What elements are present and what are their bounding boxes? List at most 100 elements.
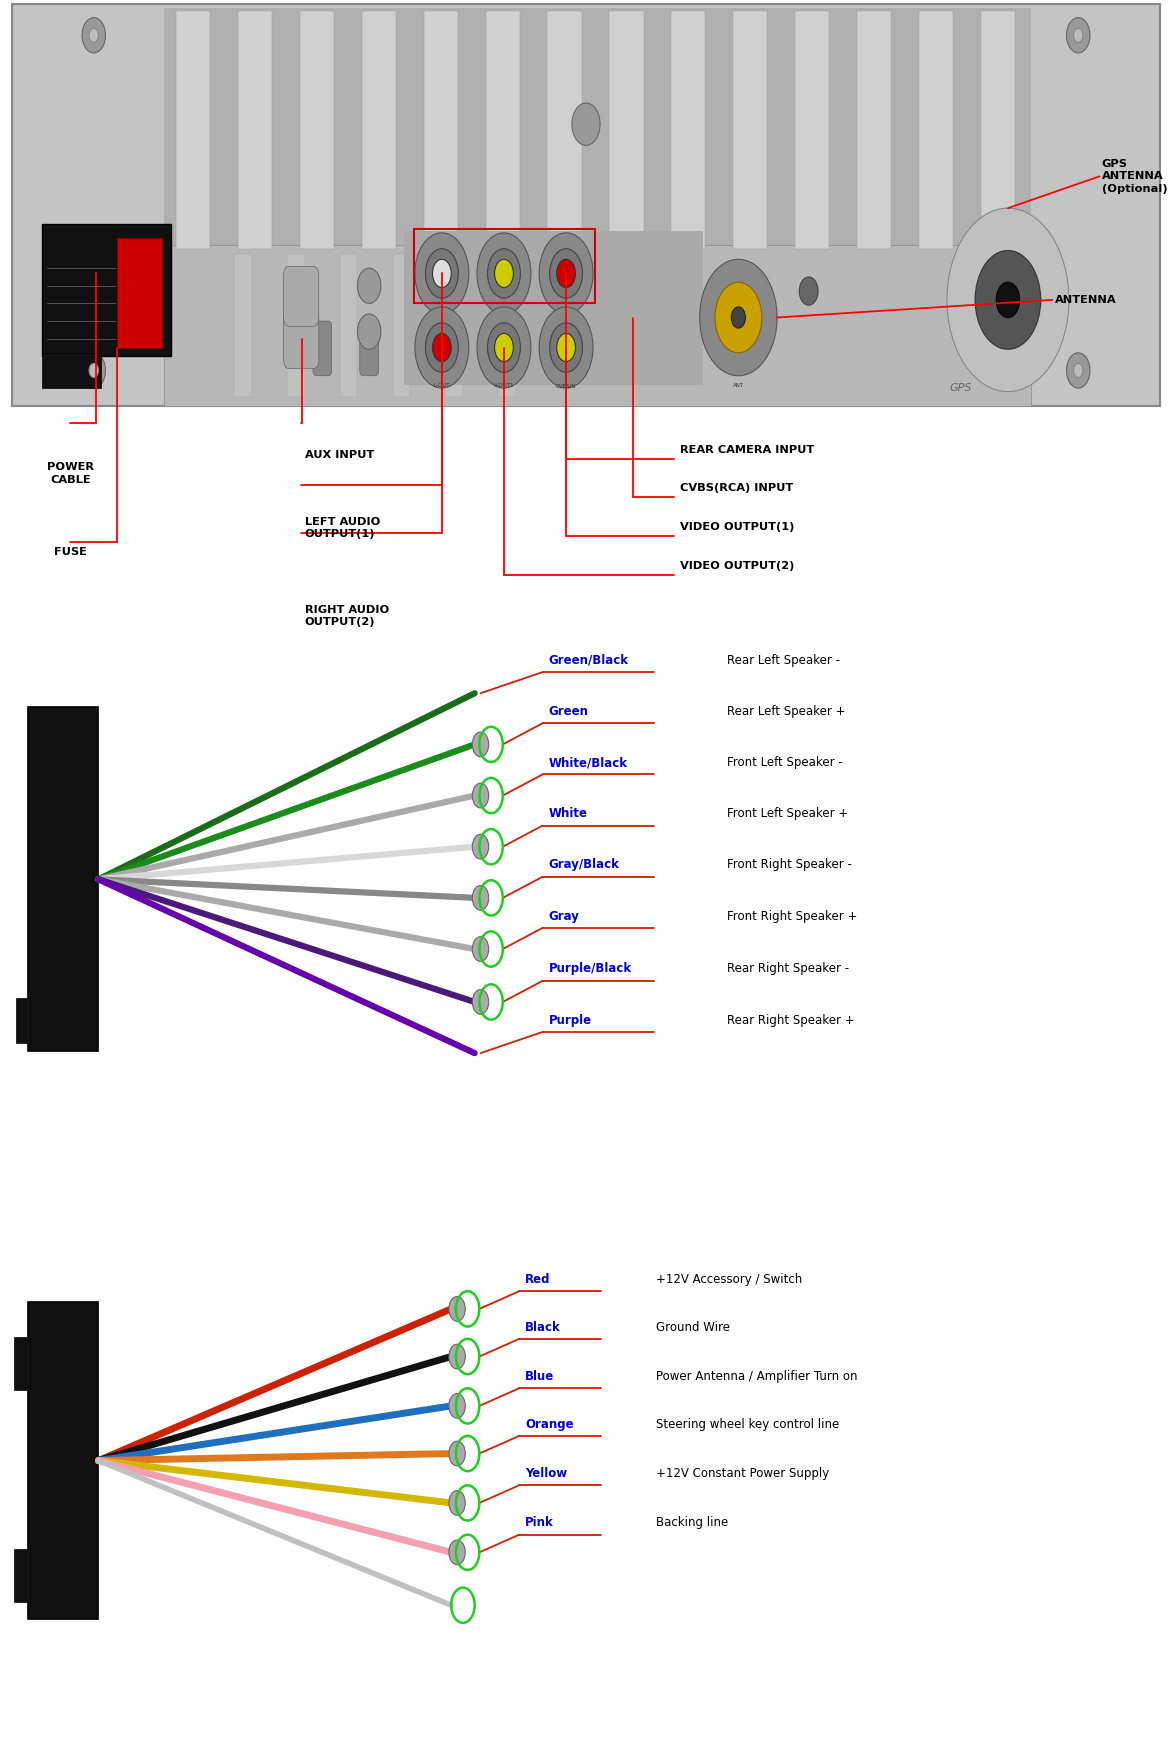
Text: RIGHT AUDIO
OUTPUT(2): RIGHT AUDIO OUTPUT(2): [305, 605, 389, 628]
Text: Front Left Speaker -: Front Left Speaker -: [727, 757, 843, 769]
Circle shape: [449, 1491, 465, 1515]
Circle shape: [550, 323, 582, 372]
Circle shape: [557, 333, 575, 362]
Circle shape: [557, 259, 575, 288]
Circle shape: [472, 937, 489, 961]
Text: Green/Black: Green/Black: [548, 654, 628, 667]
Bar: [164, 7, 1031, 252]
Circle shape: [477, 233, 531, 314]
Circle shape: [432, 259, 451, 288]
Bar: [919, 11, 953, 249]
Circle shape: [700, 259, 777, 376]
Circle shape: [996, 282, 1020, 318]
Circle shape: [488, 323, 520, 372]
Text: Yellow: Yellow: [525, 1468, 567, 1480]
Bar: [300, 11, 334, 249]
FancyBboxPatch shape: [284, 266, 319, 326]
Text: Steering wheel key control line: Steering wheel key control line: [656, 1418, 839, 1431]
Text: Black: Black: [525, 1321, 561, 1334]
Circle shape: [425, 323, 458, 372]
Circle shape: [472, 732, 489, 757]
Circle shape: [572, 102, 600, 145]
Bar: [16, 998, 30, 1043]
Text: Rear Left Speaker +: Rear Left Speaker +: [727, 706, 845, 718]
Text: POWER
CABLE: POWER CABLE: [47, 462, 94, 485]
Bar: [672, 11, 706, 249]
Circle shape: [432, 333, 451, 362]
Text: L-OUT: L-OUT: [434, 383, 450, 388]
Circle shape: [449, 1344, 465, 1369]
Bar: [28, 707, 98, 1051]
Bar: [404, 231, 703, 385]
Text: Orange: Orange: [525, 1418, 573, 1431]
Bar: [340, 254, 357, 397]
Circle shape: [731, 307, 745, 328]
Bar: [547, 11, 581, 249]
Circle shape: [425, 249, 458, 298]
Bar: [981, 11, 1015, 249]
FancyBboxPatch shape: [313, 321, 332, 376]
Text: Gray/Black: Gray/Black: [548, 859, 619, 871]
Text: Rear Left Speaker -: Rear Left Speaker -: [727, 654, 839, 667]
Circle shape: [1067, 18, 1090, 53]
Bar: [362, 11, 396, 249]
Text: VIDEO OUTPUT(1): VIDEO OUTPUT(1): [680, 522, 795, 533]
Circle shape: [488, 249, 520, 298]
Text: Gray: Gray: [548, 910, 579, 923]
Circle shape: [415, 233, 469, 314]
Text: CVBS(RCA) INPUT: CVBS(RCA) INPUT: [680, 483, 793, 494]
Text: REAR CAMERA INPUT: REAR CAMERA INPUT: [680, 445, 815, 455]
Circle shape: [1074, 28, 1083, 42]
Text: VIDEO OUTPUT(2): VIDEO OUTPUT(2): [680, 561, 795, 572]
Circle shape: [472, 886, 489, 910]
Text: AUX INPUT: AUX INPUT: [305, 450, 374, 460]
Bar: [423, 11, 457, 249]
Circle shape: [799, 277, 818, 305]
Circle shape: [357, 314, 381, 349]
Circle shape: [975, 250, 1041, 349]
Bar: [14, 1337, 30, 1390]
Circle shape: [82, 18, 105, 53]
Text: Rear Right Speaker -: Rear Right Speaker -: [727, 963, 849, 975]
Circle shape: [82, 353, 105, 388]
Text: Purple/Black: Purple/Black: [548, 963, 632, 975]
Circle shape: [947, 208, 1069, 392]
Circle shape: [449, 1297, 465, 1321]
Circle shape: [539, 233, 593, 314]
Bar: [609, 11, 643, 249]
Bar: [117, 238, 162, 348]
Bar: [28, 1302, 98, 1619]
Text: White/Black: White/Black: [548, 757, 627, 769]
Circle shape: [449, 1394, 465, 1418]
Circle shape: [472, 834, 489, 859]
Text: Backing line: Backing line: [656, 1517, 729, 1529]
FancyBboxPatch shape: [360, 321, 379, 376]
Bar: [445, 254, 463, 397]
Circle shape: [449, 1441, 465, 1466]
Circle shape: [715, 282, 762, 353]
Text: Power Antenna / Amplifier Turn on: Power Antenna / Amplifier Turn on: [656, 1371, 858, 1383]
Circle shape: [472, 990, 489, 1014]
Circle shape: [495, 259, 513, 288]
Text: Green: Green: [548, 706, 588, 718]
Text: V-OUT1: V-OUT1: [493, 383, 515, 388]
Text: Front Right Speaker +: Front Right Speaker +: [727, 910, 857, 923]
Text: FUSE: FUSE: [54, 547, 87, 557]
Bar: [414, 229, 595, 303]
Bar: [287, 254, 305, 397]
Circle shape: [1067, 353, 1090, 388]
Text: ANTENNA: ANTENNA: [1055, 295, 1117, 305]
Text: ANT: ANT: [732, 383, 744, 388]
Text: Red: Red: [525, 1274, 551, 1286]
Circle shape: [357, 268, 381, 303]
Bar: [734, 11, 768, 249]
Bar: [176, 11, 210, 249]
FancyBboxPatch shape: [284, 309, 319, 369]
Bar: [14, 1549, 30, 1602]
Text: GPS: GPS: [949, 383, 973, 393]
Text: Ground Wire: Ground Wire: [656, 1321, 730, 1334]
Bar: [857, 11, 892, 249]
Circle shape: [89, 28, 98, 42]
Circle shape: [449, 1540, 465, 1565]
Circle shape: [1074, 363, 1083, 377]
